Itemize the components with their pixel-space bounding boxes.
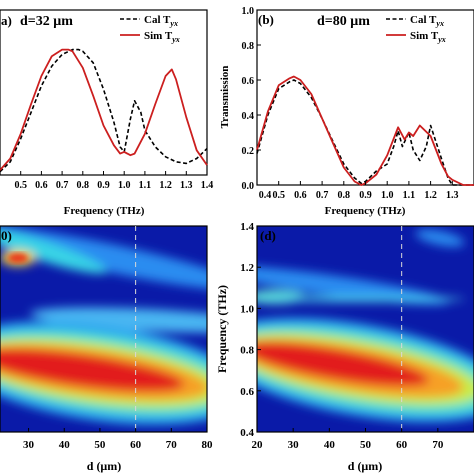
panel-b-legend-cal-label: Cal Tyx xyxy=(410,14,444,28)
panel-b-xlabel: Frequency (THz) xyxy=(325,205,406,217)
panel-d: 20 30 40 50 60 70 0.4 0.6 0.8 1.0 1.2 1.4 (d) Frequ… xyxy=(215,221,474,473)
panel-d-heatmap xyxy=(257,226,474,432)
panel-a-series-sim-line xyxy=(0,48,208,171)
panel-b-xtick-label: 0.5 xyxy=(272,190,285,201)
panel-d-ylabel: Frequency (THz) xyxy=(215,285,229,373)
panel-d-xtick-label: 40 xyxy=(324,439,336,451)
panel-d-ticks: 20 30 40 50 60 70 0.4 0.6 0.8 1.0 1.2 1.4 xyxy=(240,221,444,451)
panel-b-ytick-label: 0.4 xyxy=(242,111,255,122)
panel-b-legend: Cal Tyx Sim Tyx xyxy=(386,14,446,44)
panel-a-xlabel: Frequency (THz) xyxy=(64,205,145,217)
panel-d-xlabel: d (μm) xyxy=(348,459,382,473)
panel-c-xlabel: d (μm) xyxy=(87,459,121,473)
panel-a-xtick-label: 1.2 xyxy=(159,180,172,191)
panel-c-xtick-label: 40 xyxy=(59,439,71,451)
panel-c-label: 0) xyxy=(1,228,12,243)
panel-a-legend: Cal Tyx Sim Tyx xyxy=(120,14,180,44)
panel-a-label: a) xyxy=(1,13,12,28)
panel-d-ytick-label: 0.4 xyxy=(240,427,254,439)
panel-b-xtick-label: 1.0 xyxy=(381,190,394,201)
panel-a-annotation: d=32 μm xyxy=(20,14,73,29)
panel-c-ticks: 30 40 50 60 70 80 xyxy=(23,428,213,451)
panel-b-ytick-label: 0.6 xyxy=(242,76,255,87)
panel-d-xtick-label: 70 xyxy=(432,439,444,451)
panel-b-label: (b) xyxy=(258,12,274,27)
panel-b-series-cal-line xyxy=(256,79,474,186)
panel-a-xtick-label: 0.9 xyxy=(97,180,110,191)
panel-b-xtick-label: 0.7 xyxy=(316,190,329,201)
panel-c-xtick-label: 30 xyxy=(23,439,35,451)
panel-a-xtick-label: 0.5 xyxy=(14,180,27,191)
panel-c: 30 40 50 60 70 80 0) d (μm) xyxy=(0,225,213,473)
panel-a-xtick-label: 1.3 xyxy=(180,180,193,191)
panel-d-xtick-label: 50 xyxy=(360,439,372,451)
panel-d-ytick-label: 1.2 xyxy=(240,262,254,274)
panel-c-xtick-label: 70 xyxy=(166,439,178,451)
panel-b: 0.4 0.5 0.6 0.7 0.8 0.9 1.0 1.1 1.2 1.30.00.20.40… xyxy=(219,6,474,217)
panel-c-frame xyxy=(0,225,208,433)
panel-c-xtick-label: 60 xyxy=(130,439,142,451)
panel-b-xtick-label: 1.1 xyxy=(403,190,416,201)
panel-b-ytick-label: 0.8 xyxy=(242,41,255,52)
panel-d-xtick-label: 60 xyxy=(396,439,408,451)
panel-b-xtick-label: 0.8 xyxy=(338,190,351,201)
panel-d-ytick-label: 1.0 xyxy=(240,303,254,315)
panel-a-xtick-label: 0.7 xyxy=(56,180,69,191)
panel-d-xtick-label: 20 xyxy=(252,439,264,451)
panel-d-ytick-label: 0.6 xyxy=(240,386,254,398)
panel-a-xtick-label: 0.8 xyxy=(77,180,90,191)
panel-d-ytick-label: 0.8 xyxy=(240,345,254,357)
panel-a-legend-sim-label: Sim Tyx xyxy=(144,30,180,44)
panel-d-ytick-label: 1.4 xyxy=(240,221,254,233)
panel-b-ytick-label: 1.0 xyxy=(242,6,255,17)
panel-a-xtick-label: 0.6 xyxy=(35,180,48,191)
panel-a-legend-cal-label: Cal Tyx xyxy=(144,14,178,28)
panel-a-xtick-label: 1.0 xyxy=(118,180,131,191)
panel-b-lines xyxy=(256,75,474,186)
panel-b-xtick-label: 0.9 xyxy=(359,190,372,201)
panel-a-xtick-label: 1.4 xyxy=(201,180,214,191)
panel-b-xtick-label: 1.3 xyxy=(446,190,459,201)
panel-b-ytick-label: 0.2 xyxy=(242,146,255,157)
panel-a-series-cal-line xyxy=(0,48,208,173)
panel-c-heatmap xyxy=(0,226,207,432)
panel-b-ticks: 0.4 0.5 0.6 0.7 0.8 0.9 1.0 1.1 1.2 1.30.00.20.40… xyxy=(242,6,459,201)
panel-b-xtick-label: 0.4 xyxy=(259,190,272,201)
panel-a: 0.5 0.6 0.7 0.8 0.9 1.0 1.1 1.2 1.3 1.4 a) d=32 μ… xyxy=(0,9,213,217)
panel-d-xtick-label: 30 xyxy=(288,439,300,451)
panel-b-annotation: d=80 μm xyxy=(317,14,370,29)
panel-b-legend-sim-label: Sim Tyx xyxy=(410,30,446,44)
panel-d-label: (d) xyxy=(260,228,276,243)
panel-a-lines xyxy=(0,48,208,173)
panel-b-ytick-label: 0.0 xyxy=(242,181,255,192)
panel-c-xtick-label: 50 xyxy=(94,439,106,451)
panel-b-xtick-label: 1.2 xyxy=(424,190,437,201)
panel-c-xtick-label: 80 xyxy=(202,439,214,451)
panel-b-series-sim-line xyxy=(256,75,474,186)
panel-a-ticks: 0.5 0.6 0.7 0.8 0.9 1.0 1.1 1.2 1.3 1.4 xyxy=(14,171,213,191)
panel-a-xtick-label: 1.1 xyxy=(139,180,152,191)
panel-b-xtick-label: 0.6 xyxy=(294,190,307,201)
panel-b-ylabel: Transmission xyxy=(219,66,231,129)
